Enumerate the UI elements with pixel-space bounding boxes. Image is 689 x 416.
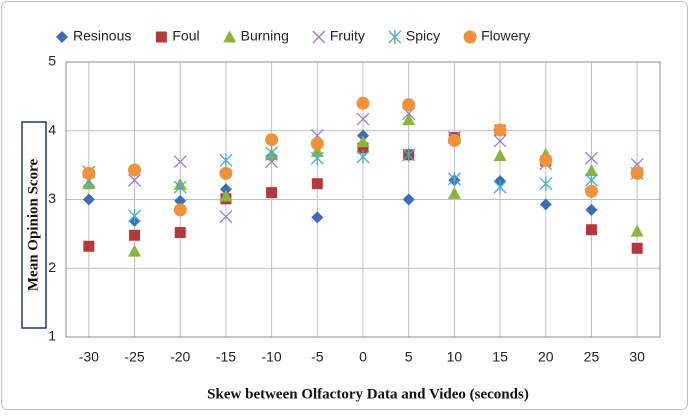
marker <box>173 203 187 217</box>
marker <box>311 178 323 190</box>
legend-marker <box>312 30 326 44</box>
legend-label: Burning <box>241 28 289 44</box>
marker <box>630 224 644 237</box>
marker <box>128 173 141 187</box>
marker <box>265 133 279 147</box>
marker <box>493 180 507 195</box>
marker <box>173 180 187 195</box>
legend-marker <box>155 31 167 43</box>
marker <box>402 98 416 112</box>
marker <box>402 193 415 206</box>
x-tick-label: 0 <box>359 349 367 365</box>
marker <box>310 137 324 151</box>
marker <box>310 144 324 157</box>
x-tick-label: 5 <box>405 349 413 365</box>
marker <box>357 142 369 154</box>
y-tick-label: 5 <box>48 53 56 69</box>
x-tick-label: -5 <box>311 349 324 365</box>
marker <box>174 227 186 238</box>
x-tick-label: 30 <box>629 349 645 365</box>
x-tick-label: -15 <box>216 349 236 365</box>
marker <box>82 193 95 206</box>
marker <box>402 147 416 162</box>
marker <box>311 211 324 224</box>
marker <box>219 210 233 224</box>
marker <box>128 163 142 177</box>
marker <box>356 135 370 148</box>
y-tick-label: 1 <box>48 328 56 344</box>
x-axis-title: Skew between Olfactory Data and Video (s… <box>207 386 529 402</box>
marker <box>584 184 598 198</box>
marker <box>402 113 416 126</box>
marker <box>539 176 553 191</box>
marker <box>265 145 279 160</box>
marker <box>447 133 461 147</box>
marker <box>219 153 233 168</box>
marker <box>447 171 461 186</box>
legend-label: Flowery <box>481 28 530 44</box>
x-tick-label: 10 <box>447 349 463 365</box>
marker <box>310 151 324 166</box>
legend-marker <box>463 30 477 44</box>
marker <box>539 198 552 211</box>
marker <box>129 229 141 241</box>
y-tick-label: 4 <box>48 121 56 137</box>
marker <box>128 244 142 257</box>
x-tick-label: -10 <box>261 349 281 365</box>
marker <box>173 155 187 169</box>
marker <box>493 123 507 137</box>
marker <box>266 187 278 199</box>
marker <box>174 194 187 207</box>
x-tick-label: 25 <box>584 349 600 365</box>
marker <box>219 166 233 180</box>
legend-marker <box>388 30 402 44</box>
marker <box>356 112 370 126</box>
y-tick-label: 2 <box>48 259 56 275</box>
marker <box>265 155 279 169</box>
marker <box>219 189 233 202</box>
marker <box>493 149 507 161</box>
plot-area <box>65 61 661 338</box>
marker <box>585 151 598 165</box>
legend-marker <box>56 31 68 43</box>
marker <box>539 153 553 167</box>
x-tick-label: -20 <box>170 349 190 365</box>
x-tick-label: 20 <box>538 349 554 365</box>
marker <box>585 224 597 236</box>
marker <box>356 149 370 164</box>
legend-marker <box>223 30 237 43</box>
y-axis-title: Mean Opinion Score <box>25 159 41 292</box>
marker <box>584 164 598 177</box>
legend-label: Spicy <box>406 28 440 44</box>
legend-label: Foul <box>172 28 199 44</box>
marker <box>631 242 643 254</box>
x-tick-label: -30 <box>79 349 99 365</box>
legend-label: Fruity <box>330 28 365 44</box>
marker <box>83 240 95 252</box>
x-tick-label: 15 <box>492 349 508 365</box>
marker <box>447 186 461 199</box>
marker <box>219 183 232 196</box>
y-tick-label: 3 <box>48 190 56 206</box>
marker <box>630 166 644 180</box>
marker <box>82 166 96 180</box>
marker <box>493 134 507 148</box>
marker <box>128 209 141 223</box>
grid <box>66 61 660 338</box>
legend-label: Resinous <box>73 28 131 44</box>
marker <box>585 203 598 216</box>
marker <box>356 96 370 110</box>
x-tick-label: -25 <box>124 349 144 365</box>
y-title-box <box>21 121 47 329</box>
